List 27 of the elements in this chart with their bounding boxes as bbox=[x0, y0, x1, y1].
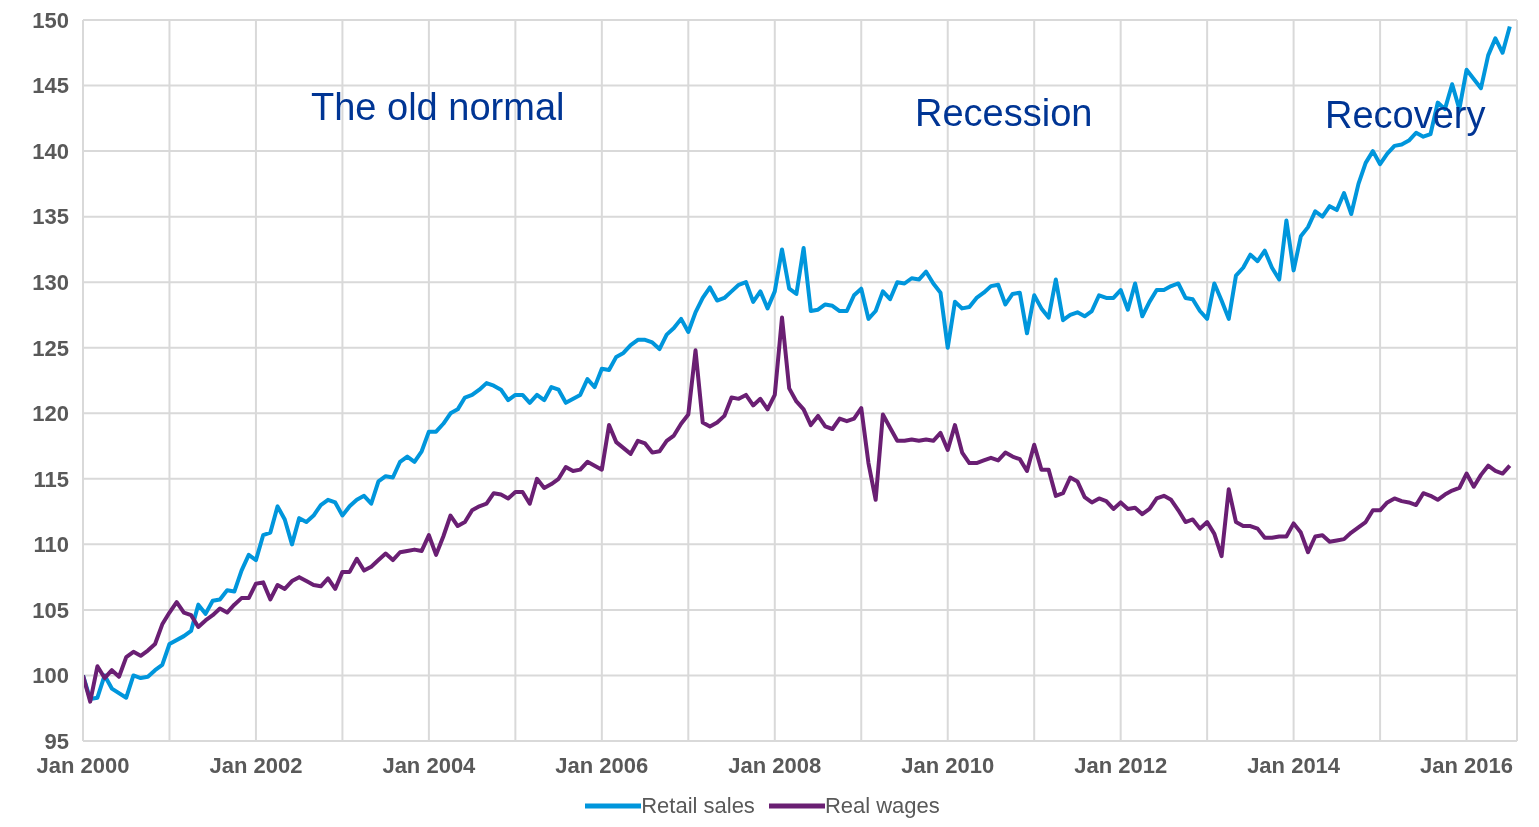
x-tick-label: Jan 2014 bbox=[1247, 752, 1341, 778]
line-series bbox=[83, 24, 1512, 702]
annotation: The old normal bbox=[311, 86, 565, 128]
y-tick-label: 135 bbox=[32, 204, 69, 230]
x-tick-label: Jan 2012 bbox=[1074, 752, 1168, 778]
x-tick-label: Jan 2008 bbox=[728, 752, 822, 778]
annotation: Recession bbox=[915, 92, 1093, 134]
y-tick-label: 95 bbox=[44, 728, 69, 754]
y-tick-label: 105 bbox=[32, 597, 69, 623]
y-tick-label: 145 bbox=[32, 73, 69, 99]
x-tick-label: Jan 2016 bbox=[1420, 752, 1514, 778]
y-tick-label: 150 bbox=[32, 7, 69, 33]
y-tick-label: 120 bbox=[32, 401, 69, 427]
y-tick-label: 140 bbox=[32, 138, 69, 164]
line-series bbox=[83, 315, 1512, 704]
x-tick-label: Jan 2000 bbox=[36, 752, 130, 778]
y-tick-label: 110 bbox=[33, 532, 69, 558]
x-tick-label: Jan 2010 bbox=[901, 752, 995, 778]
legend-label: Retail sales bbox=[641, 793, 755, 819]
legend-label: Real wages bbox=[824, 793, 940, 819]
y-tick-label: 100 bbox=[32, 663, 69, 689]
x-tick-label: Jan 2006 bbox=[555, 752, 649, 778]
y-tick-label: 125 bbox=[32, 335, 69, 361]
y-tick-label: 115 bbox=[33, 466, 69, 492]
x-tick-label: Jan 2004 bbox=[382, 752, 477, 778]
y-tick-label: 130 bbox=[32, 269, 69, 295]
x-tick-label: Jan 2002 bbox=[209, 752, 303, 778]
